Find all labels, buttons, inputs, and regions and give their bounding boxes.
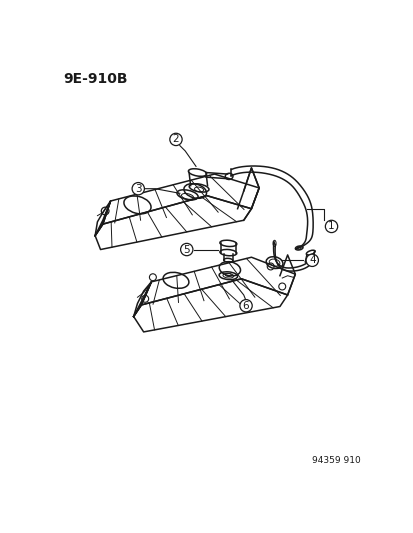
Text: 9E-910B: 9E-910B [64,72,128,86]
Text: 4: 4 [308,255,315,265]
Circle shape [305,254,318,266]
Circle shape [169,133,182,146]
Circle shape [132,182,144,195]
Text: 1: 1 [328,221,334,231]
Circle shape [325,220,337,232]
Text: 2: 2 [172,134,179,144]
Text: 3: 3 [135,184,141,193]
Text: 5: 5 [183,245,190,255]
Circle shape [180,244,192,256]
Text: 6: 6 [242,301,249,311]
Text: 94359 910: 94359 910 [311,456,360,465]
Circle shape [239,300,252,312]
